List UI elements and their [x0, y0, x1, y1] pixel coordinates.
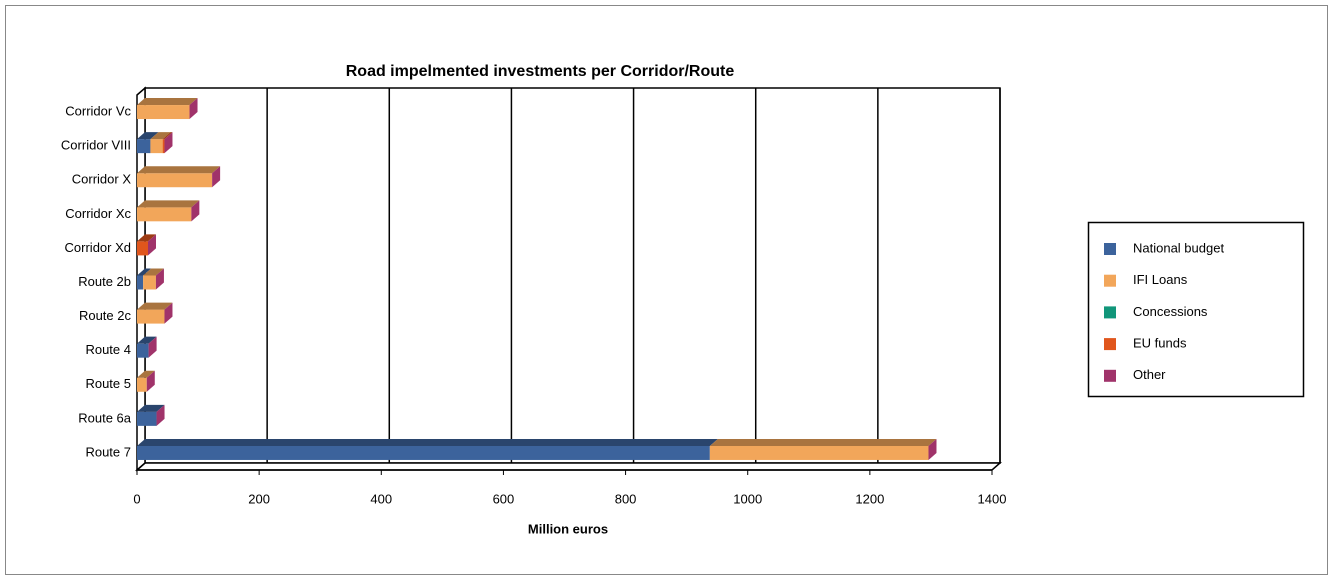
bar-segment	[137, 207, 192, 222]
bar-segment	[137, 173, 213, 188]
bar-end	[146, 370, 155, 392]
bar-end	[928, 438, 937, 460]
bar-top	[709, 438, 937, 446]
y-tick-label: Route 5	[85, 376, 131, 391]
bar-segment	[137, 445, 710, 460]
bar-end	[212, 166, 221, 188]
x-tick-label: 1200	[855, 491, 884, 506]
x-tick-label: 1000	[733, 491, 762, 506]
bar-end	[164, 302, 173, 324]
bar-segment	[137, 241, 148, 256]
bar-top	[137, 302, 173, 310]
bar-top	[137, 268, 152, 276]
bar-segment	[162, 139, 165, 154]
legend-label: Concessions	[1133, 304, 1208, 319]
x-tick-label: 200	[248, 491, 270, 506]
y-tick-label: Route 2c	[79, 308, 132, 323]
bar-segment	[709, 445, 929, 460]
bar-segment	[137, 309, 165, 324]
legend-swatch	[1104, 306, 1116, 319]
legend-swatch	[1104, 243, 1116, 255]
bar-top	[137, 404, 165, 412]
y-tick-label: Route 7	[85, 444, 131, 459]
bar-end	[148, 336, 157, 358]
bar-top	[162, 132, 173, 140]
bar-segment	[150, 139, 163, 154]
y-tick-label: Corridor Xc	[65, 206, 131, 221]
legend-label: IFI Loans	[1133, 272, 1188, 287]
plot-back-wall	[144, 87, 1001, 464]
bar-segment	[137, 411, 157, 426]
bar-top	[137, 370, 155, 378]
bar-end	[155, 268, 164, 290]
bar-top	[143, 268, 164, 276]
y-tick-label: Route 2b	[78, 274, 131, 289]
bar-segment	[137, 275, 144, 290]
x-tick-label: 0	[133, 491, 140, 506]
y-tick-label: Corridor VIII	[61, 138, 131, 153]
legend-swatch	[1104, 338, 1116, 351]
x-tick-label: 1400	[978, 491, 1007, 506]
legend-box	[1087, 221, 1305, 398]
bar-top	[150, 132, 171, 140]
bar-top	[137, 200, 200, 208]
legend-label: EU funds	[1133, 336, 1187, 351]
bar-segment	[137, 377, 147, 392]
x-axis-label: Million euros	[528, 521, 608, 536]
bar-segment	[143, 275, 156, 290]
bar-end	[164, 132, 173, 154]
y-tick-label: Corridor Xd	[65, 240, 131, 255]
bar-top	[137, 98, 198, 106]
legend-swatch	[1104, 369, 1116, 382]
bar-top	[137, 166, 221, 174]
chart-title: Road impelmented investments per Corrido…	[346, 63, 735, 80]
x-tick-label: 400	[370, 491, 392, 506]
bar-top	[137, 438, 718, 446]
bar-segment	[137, 105, 190, 120]
legend-swatch	[1104, 274, 1116, 287]
bar-top	[137, 336, 157, 344]
plot-floor	[135, 462, 1002, 471]
bar-end	[191, 200, 200, 222]
bar-end	[189, 98, 198, 120]
y-tick-label: Corridor X	[72, 172, 132, 187]
legend-label: National budget	[1133, 240, 1224, 255]
bar-top	[137, 234, 156, 242]
y-tick-label: Route 4	[85, 342, 131, 357]
x-tick-label: 600	[493, 491, 515, 506]
bar-segment	[137, 343, 149, 358]
y-tick-label: Corridor Vc	[65, 103, 131, 118]
bar-top	[137, 132, 159, 140]
y-tick-label: Route 6a	[78, 410, 132, 425]
bar-end	[156, 404, 165, 426]
legend-label: Other	[1133, 367, 1166, 382]
bar-end	[147, 234, 156, 256]
bar-segment	[137, 139, 151, 154]
x-tick-label: 800	[615, 491, 637, 506]
